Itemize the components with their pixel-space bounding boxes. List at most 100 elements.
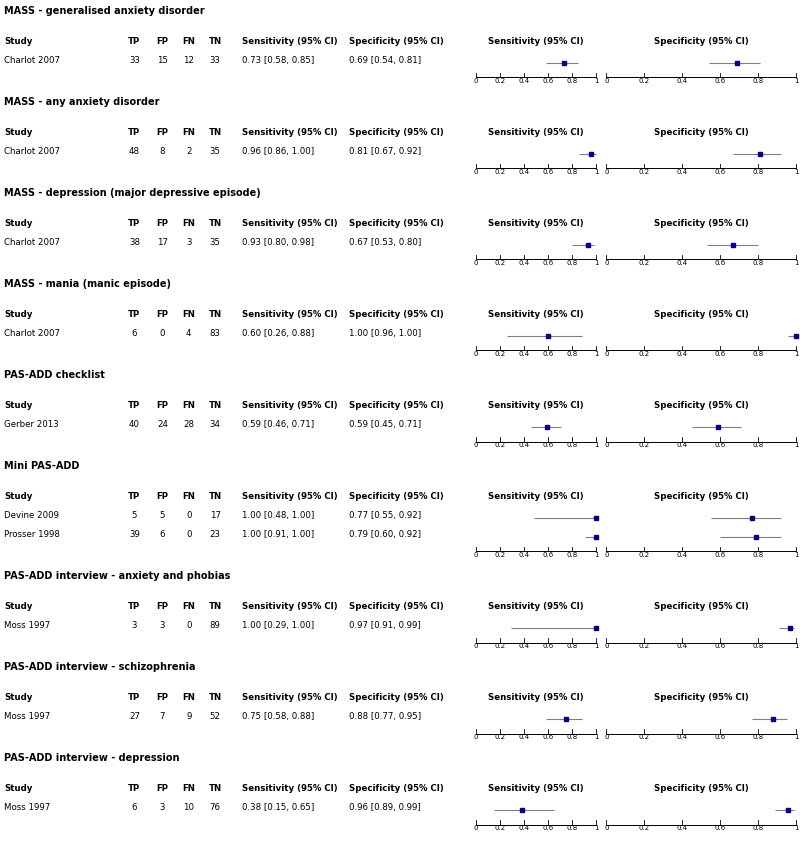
Text: 0.93 [0.80, 0.98]: 0.93 [0.80, 0.98] xyxy=(242,238,314,247)
Text: 0: 0 xyxy=(474,734,478,740)
Text: 6: 6 xyxy=(132,329,137,338)
Text: Sensitivity (95% CI): Sensitivity (95% CI) xyxy=(488,784,584,793)
Text: 0.2: 0.2 xyxy=(494,643,506,649)
Text: 0: 0 xyxy=(474,78,478,84)
Text: Specificity (95% CI): Specificity (95% CI) xyxy=(349,128,443,137)
Text: FP: FP xyxy=(157,219,169,228)
Text: PAS-ADD interview - anxiety and phobias: PAS-ADD interview - anxiety and phobias xyxy=(4,571,230,582)
Text: 0.8: 0.8 xyxy=(753,643,764,649)
Text: Study: Study xyxy=(4,219,32,228)
Text: Specificity (95% CI): Specificity (95% CI) xyxy=(349,602,443,611)
Text: 0.8: 0.8 xyxy=(566,643,578,649)
Text: 0.4: 0.4 xyxy=(518,552,530,558)
Text: Specificity (95% CI): Specificity (95% CI) xyxy=(654,492,749,501)
Text: Specificity (95% CI): Specificity (95% CI) xyxy=(349,492,443,501)
Text: 0.8: 0.8 xyxy=(753,442,764,448)
Text: 0.4: 0.4 xyxy=(518,825,530,832)
Text: 0.8: 0.8 xyxy=(566,260,578,266)
Text: Mini PAS-ADD: Mini PAS-ADD xyxy=(4,461,79,472)
Text: 10: 10 xyxy=(183,803,194,812)
Text: 0.2: 0.2 xyxy=(638,351,650,357)
Text: 0.4: 0.4 xyxy=(677,643,688,649)
Text: 0.2: 0.2 xyxy=(638,643,650,649)
Text: TP: TP xyxy=(128,602,141,611)
Text: Charlot 2007: Charlot 2007 xyxy=(4,329,60,338)
Text: 0.6: 0.6 xyxy=(714,78,726,84)
Text: 0: 0 xyxy=(474,825,478,832)
Text: 15: 15 xyxy=(157,56,168,64)
Text: MASS - generalised anxiety disorder: MASS - generalised anxiety disorder xyxy=(4,6,205,16)
Text: 0.4: 0.4 xyxy=(518,442,530,448)
Text: 8: 8 xyxy=(160,147,165,155)
Text: Sensitivity (95% CI): Sensitivity (95% CI) xyxy=(242,602,338,611)
Text: 1: 1 xyxy=(594,78,598,84)
Text: Specificity (95% CI): Specificity (95% CI) xyxy=(349,401,443,410)
Text: 0: 0 xyxy=(604,351,609,357)
Text: 76: 76 xyxy=(210,803,221,812)
Text: TP: TP xyxy=(128,784,141,793)
Text: Sensitivity (95% CI): Sensitivity (95% CI) xyxy=(488,37,584,46)
Text: 3: 3 xyxy=(160,803,165,812)
Text: 35: 35 xyxy=(210,147,221,155)
Text: 0.4: 0.4 xyxy=(677,552,688,558)
Text: 0.6: 0.6 xyxy=(542,78,554,84)
Text: Charlot 2007: Charlot 2007 xyxy=(4,56,60,64)
Text: 9: 9 xyxy=(186,712,191,721)
Text: Sensitivity (95% CI): Sensitivity (95% CI) xyxy=(242,219,338,228)
Text: FP: FP xyxy=(157,128,169,137)
Text: TN: TN xyxy=(209,310,222,319)
Text: Specificity (95% CI): Specificity (95% CI) xyxy=(349,693,443,702)
Text: 39: 39 xyxy=(129,530,140,539)
Text: Moss 1997: Moss 1997 xyxy=(4,621,50,630)
Text: Specificity (95% CI): Specificity (95% CI) xyxy=(654,310,749,319)
Text: 0.6: 0.6 xyxy=(714,825,726,832)
Text: 0.2: 0.2 xyxy=(494,552,506,558)
Text: 0.77 [0.55, 0.92]: 0.77 [0.55, 0.92] xyxy=(349,511,421,520)
Text: 0.2: 0.2 xyxy=(494,734,506,740)
Text: TP: TP xyxy=(128,310,141,319)
Text: 0.4: 0.4 xyxy=(677,442,688,448)
Text: Study: Study xyxy=(4,310,32,319)
Text: Specificity (95% CI): Specificity (95% CI) xyxy=(654,128,749,137)
Text: 0.75 [0.58, 0.88]: 0.75 [0.58, 0.88] xyxy=(242,712,314,721)
Text: 0.8: 0.8 xyxy=(753,78,764,84)
Text: 0.2: 0.2 xyxy=(638,78,650,84)
Text: 1.00 [0.29, 1.00]: 1.00 [0.29, 1.00] xyxy=(242,621,314,630)
Text: TP: TP xyxy=(128,492,141,501)
Text: 0.2: 0.2 xyxy=(638,552,650,558)
Text: Sensitivity (95% CI): Sensitivity (95% CI) xyxy=(488,492,584,501)
Text: 1: 1 xyxy=(794,643,798,649)
Text: 1: 1 xyxy=(794,78,798,84)
Text: 0: 0 xyxy=(604,78,609,84)
Text: 0.73 [0.58, 0.85]: 0.73 [0.58, 0.85] xyxy=(242,56,314,64)
Text: 0.4: 0.4 xyxy=(518,169,530,175)
Text: 0: 0 xyxy=(604,169,609,175)
Text: 0.2: 0.2 xyxy=(494,825,506,832)
Text: 0.4: 0.4 xyxy=(518,643,530,649)
Text: 0: 0 xyxy=(186,621,191,630)
Text: 0.8: 0.8 xyxy=(566,442,578,448)
Text: 0.2: 0.2 xyxy=(638,825,650,832)
Text: 12: 12 xyxy=(183,56,194,64)
Text: 0.2: 0.2 xyxy=(494,442,506,448)
Text: Sensitivity (95% CI): Sensitivity (95% CI) xyxy=(488,219,584,228)
Text: FP: FP xyxy=(157,401,169,410)
Text: 35: 35 xyxy=(210,238,221,247)
Text: Study: Study xyxy=(4,693,32,702)
Text: Moss 1997: Moss 1997 xyxy=(4,803,50,812)
Text: 0.97 [0.91, 0.99]: 0.97 [0.91, 0.99] xyxy=(349,621,421,630)
Text: 0.96 [0.86, 1.00]: 0.96 [0.86, 1.00] xyxy=(242,147,314,155)
Text: Sensitivity (95% CI): Sensitivity (95% CI) xyxy=(242,784,338,793)
Text: 0.88 [0.77, 0.95]: 0.88 [0.77, 0.95] xyxy=(349,712,421,721)
Text: MASS - depression (major depressive episode): MASS - depression (major depressive epis… xyxy=(4,188,261,198)
Text: 0.6: 0.6 xyxy=(714,169,726,175)
Text: FP: FP xyxy=(157,37,169,46)
Text: 0.59 [0.45, 0.71]: 0.59 [0.45, 0.71] xyxy=(349,420,421,429)
Text: 1: 1 xyxy=(594,351,598,357)
Text: 1: 1 xyxy=(594,260,598,266)
Text: 1: 1 xyxy=(794,825,798,832)
Text: FN: FN xyxy=(182,310,195,319)
Text: 0.8: 0.8 xyxy=(753,825,764,832)
Text: 17: 17 xyxy=(210,511,221,520)
Text: 0.4: 0.4 xyxy=(518,78,530,84)
